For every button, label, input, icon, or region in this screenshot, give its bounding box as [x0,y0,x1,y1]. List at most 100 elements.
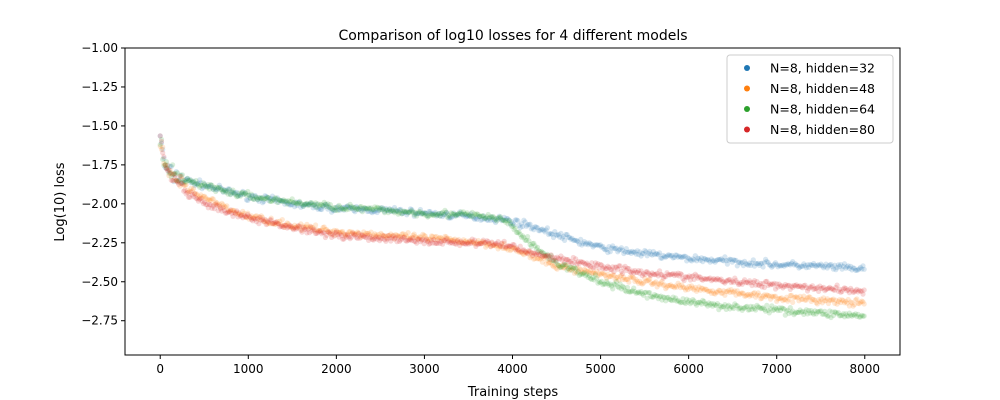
data-point [394,239,400,245]
data-point [211,201,218,207]
data-point [399,211,405,217]
data-point [459,211,465,217]
data-point [168,163,174,170]
data-point [305,202,311,209]
data-point [754,261,760,267]
data-point [174,179,181,185]
data-point [242,214,248,220]
data-point [220,189,226,195]
data-point [539,226,546,232]
data-point [558,230,564,236]
data-point [268,215,274,221]
data-point [459,211,465,217]
data-point [262,219,268,225]
data-point [680,284,686,290]
data-point [530,250,536,256]
data-point [664,253,670,259]
data-point [285,201,292,207]
data-point [505,216,511,222]
data-point [451,211,457,217]
data-point [458,240,464,246]
data-point [742,258,748,264]
data-point [602,247,608,253]
y-tick-label: −1.75 [81,158,118,172]
data-point [717,277,723,283]
data-point [417,209,423,215]
data-point [295,199,301,205]
y-axis-label: Log(10) loss [53,162,68,241]
data-point [456,236,462,243]
data-point [391,236,398,242]
data-point [456,212,462,218]
data-point [751,278,758,284]
data-point [740,263,747,269]
data-point [504,215,510,222]
data-point [800,296,806,302]
data-point [361,207,367,213]
data-point [219,200,225,206]
data-point [351,207,357,214]
data-point [833,309,839,315]
data-point [713,257,719,264]
data-point [384,235,390,241]
data-point [165,162,171,168]
data-point [190,178,197,184]
data-point [204,202,210,208]
data-point [653,279,659,285]
data-point [728,287,734,293]
data-point [550,258,557,264]
data-point [639,281,645,287]
data-point [410,235,416,241]
data-point [237,193,243,199]
data-point [257,214,263,220]
data-point [803,297,809,303]
data-point [182,182,188,188]
data-point [409,207,415,213]
data-point [838,313,844,319]
data-point [808,262,814,268]
data-point [621,284,627,290]
data-point [564,232,570,238]
data-point [369,235,375,241]
data-point [460,213,467,219]
data-point [272,195,278,201]
data-point [660,282,666,288]
data-point [585,274,591,280]
data-point [567,267,573,273]
data-point [273,196,279,203]
data-point [539,259,546,265]
data-point [707,275,713,281]
data-point [803,265,809,271]
data-point [341,236,347,242]
data-point [220,205,226,211]
data-point [569,235,575,241]
data-point [835,288,842,294]
data-point [594,242,600,248]
data-point [415,210,421,216]
data-point [366,208,372,214]
data-point [748,291,754,297]
data-point [203,195,209,201]
data-point [444,211,451,217]
data-point [853,311,859,317]
data-point [470,239,476,245]
data-point [846,303,853,309]
data-point [198,182,204,188]
data-point [448,215,454,221]
data-point [182,177,188,183]
data-point [226,187,232,193]
data-point [786,261,792,267]
data-point [500,245,506,251]
data-point [261,196,267,202]
data-point [724,303,731,309]
data-point [669,297,675,304]
data-point [550,257,557,263]
legend-marker [744,126,750,133]
data-point [557,264,563,270]
data-point [596,242,602,249]
data-point [484,238,490,244]
data-point [276,221,282,227]
data-point [607,273,613,280]
data-point [664,295,670,301]
data-point [283,199,289,205]
